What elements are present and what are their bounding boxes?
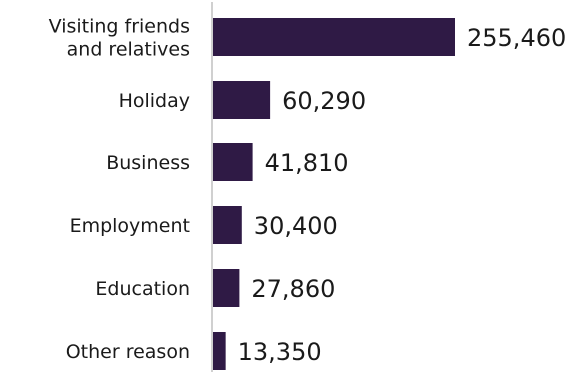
category-label-line: Other reason (66, 341, 190, 363)
category-label: Education (95, 278, 190, 300)
value-labels-group: 255,460 60,290 41,810 30,400 27,860 13,350 (238, 24, 567, 366)
category-label-line: Visiting friends (49, 16, 190, 38)
category-label: Holiday (119, 90, 190, 112)
category-label: Visiting friends and relatives (49, 16, 190, 61)
category-label: Employment (70, 215, 190, 237)
category-label-line: and relatives (67, 39, 190, 61)
value-label: 255,460 (467, 24, 566, 52)
category-label-line: Employment (70, 215, 190, 237)
bar (213, 332, 226, 370)
category-label: Business (106, 152, 190, 174)
value-label: 60,290 (282, 87, 366, 115)
category-label-line: Business (106, 152, 190, 174)
value-label: 30,400 (254, 212, 338, 240)
bar (213, 206, 242, 244)
bar (213, 269, 240, 307)
category-label-line: Holiday (119, 90, 190, 112)
category-labels-group: Visiting friends and relatives Holiday Busi… (49, 16, 190, 364)
bars-group (213, 18, 455, 370)
value-label: 41,810 (265, 149, 349, 177)
bar (213, 143, 253, 181)
category-label: Other reason (66, 341, 190, 363)
bar (213, 81, 271, 119)
category-label-line: Education (95, 278, 190, 300)
value-label: 27,860 (251, 275, 335, 303)
bar (213, 18, 455, 56)
value-label: 13,350 (238, 338, 322, 366)
